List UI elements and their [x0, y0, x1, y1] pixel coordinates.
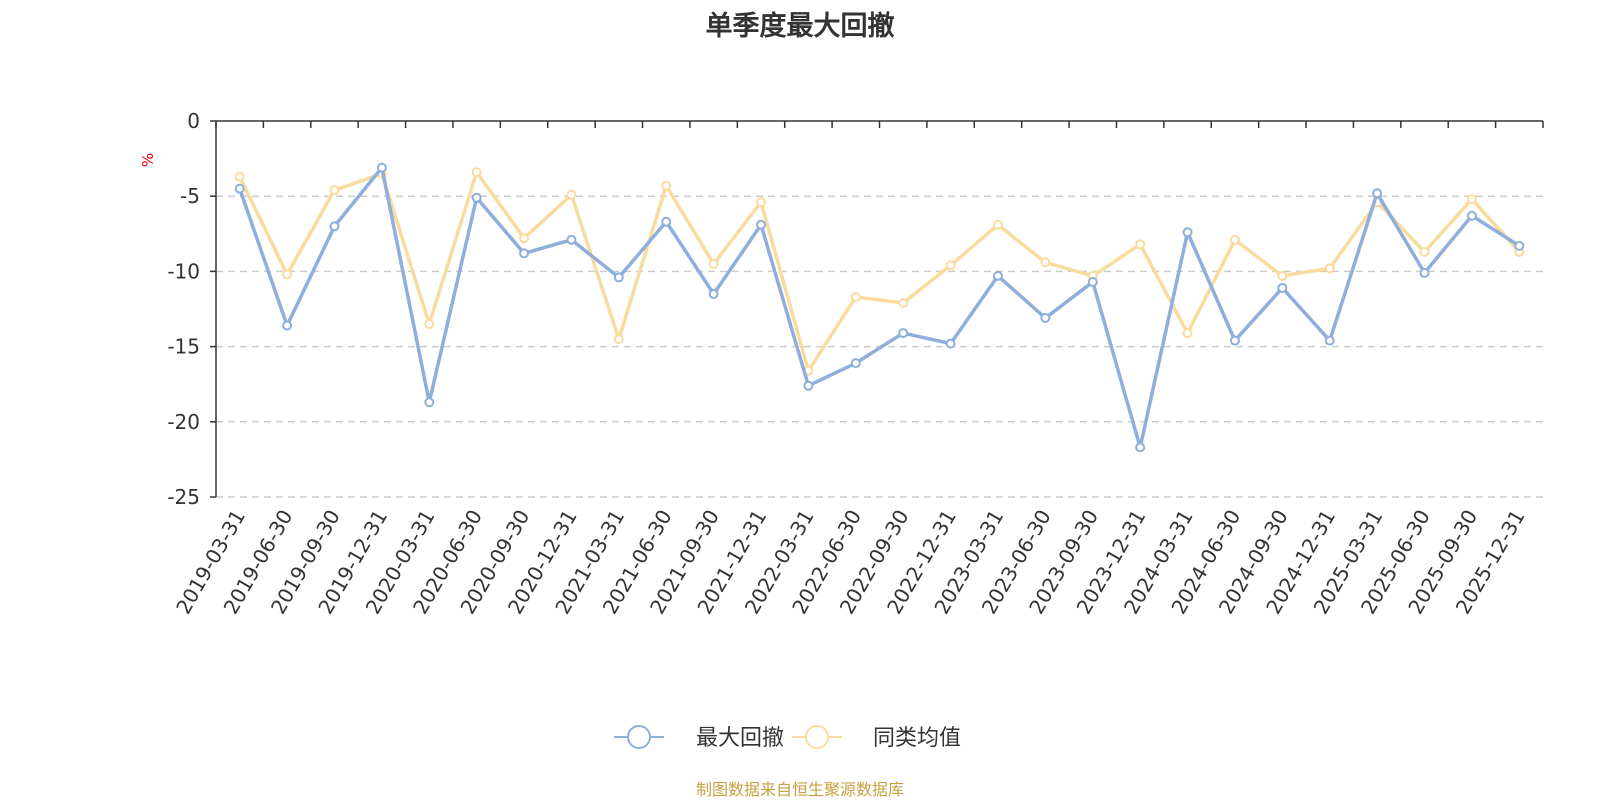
- y-tick-label: -20: [167, 410, 200, 434]
- data-point: [471, 167, 482, 178]
- data-point: [661, 216, 672, 227]
- data-point: [661, 180, 672, 191]
- data-point: [756, 219, 767, 230]
- data-point: [1229, 234, 1240, 245]
- data-point: [1182, 328, 1193, 339]
- data-point: [329, 185, 340, 196]
- series-最大回撤: [234, 162, 1525, 453]
- y-tick-label: -15: [167, 335, 200, 359]
- data-point: [1087, 276, 1098, 287]
- series-line: [238, 170, 1521, 373]
- y-axis-label: %: [139, 153, 157, 167]
- data-point: [708, 258, 719, 269]
- data-point: [1135, 442, 1146, 453]
- data-point: [992, 270, 1003, 281]
- data-point: [566, 234, 577, 245]
- data-point: [945, 338, 956, 349]
- data-point: [376, 162, 387, 173]
- legend-label: 最大回撤: [696, 726, 784, 751]
- data-point: [424, 319, 435, 330]
- data-point: [234, 183, 245, 194]
- series: [234, 162, 1525, 453]
- data-point: [850, 358, 861, 369]
- data-point: [519, 233, 530, 244]
- data-point: [1182, 227, 1193, 238]
- data-point: [850, 291, 861, 302]
- data-point: [471, 192, 482, 203]
- y-tick-label: 0: [187, 109, 200, 133]
- data-point: [1324, 335, 1335, 346]
- data-point: [1040, 257, 1051, 268]
- y-tick-label: -10: [167, 259, 200, 283]
- legend-label: 同类均值: [873, 726, 961, 751]
- data-point: [1135, 239, 1146, 250]
- legend: 最大回撤 同类均值: [614, 725, 961, 751]
- series-同类均值: [234, 167, 1525, 376]
- data-point: [613, 334, 624, 345]
- y-tick-label: -5: [180, 184, 200, 208]
- legend-marker: [627, 725, 651, 749]
- legend-item: 最大回撤: [614, 725, 784, 751]
- data-point: [1324, 263, 1335, 274]
- data-point: [613, 272, 624, 283]
- data-point: [1514, 240, 1525, 251]
- data-source-note: 制图数据来自恒生聚源数据库: [695, 780, 904, 799]
- data-point: [1419, 267, 1430, 278]
- data-point: [1229, 335, 1240, 346]
- data-point: [1419, 246, 1430, 257]
- data-point: [234, 171, 245, 182]
- data-point: [945, 260, 956, 271]
- data-point: [282, 269, 293, 280]
- data-point: [1277, 270, 1288, 281]
- data-point: [282, 320, 293, 331]
- chart-title: 单季度最大回撤: [705, 11, 895, 42]
- data-point: [519, 248, 530, 259]
- data-point: [803, 380, 814, 391]
- data-point: [1466, 210, 1477, 221]
- data-point: [1040, 313, 1051, 324]
- data-point: [1372, 188, 1383, 199]
- data-point: [898, 328, 909, 339]
- data-point: [329, 221, 340, 232]
- data-point: [708, 288, 719, 299]
- y-tick-label: -25: [167, 485, 200, 509]
- series-line: [238, 165, 1521, 450]
- data-point: [756, 197, 767, 208]
- legend-item: 同类均值: [792, 725, 961, 751]
- data-point: [992, 219, 1003, 230]
- legend-marker: [805, 725, 829, 749]
- data-point: [1277, 282, 1288, 293]
- data-point: [898, 297, 909, 308]
- data-point: [566, 189, 577, 200]
- data-point: [424, 397, 435, 408]
- data-point: [1466, 194, 1477, 205]
